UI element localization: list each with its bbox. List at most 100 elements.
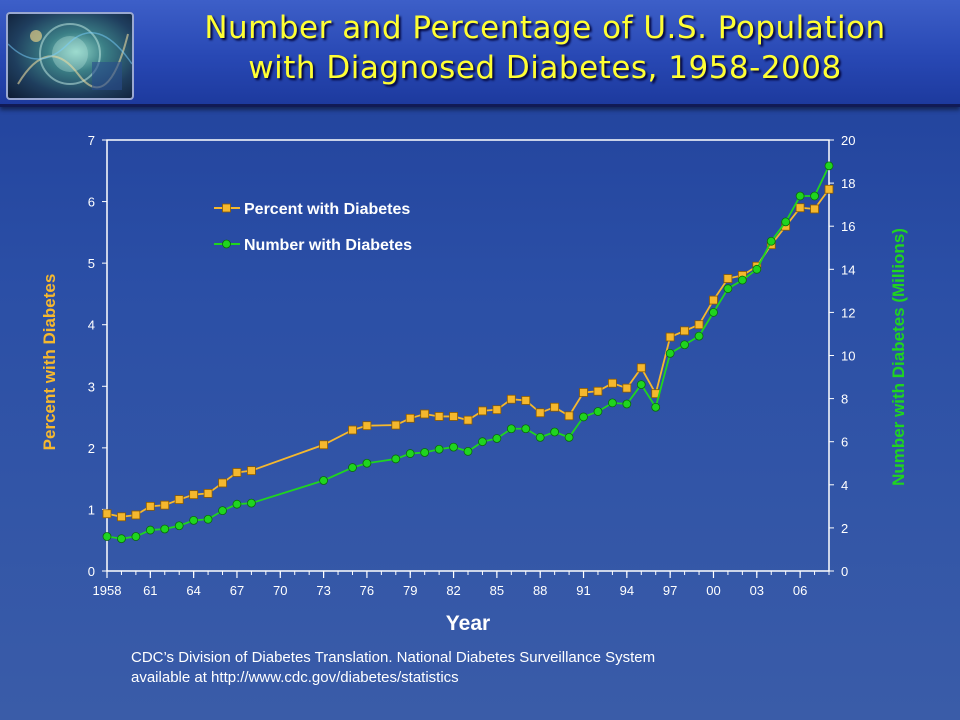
percent-data-point — [174, 495, 184, 504]
x-tick-label: 06 — [793, 583, 807, 598]
right-y-tick-label: 0 — [841, 564, 848, 579]
percent-data-point — [535, 408, 545, 418]
source-line-1: CDC’s Division of Diabetes Translation. … — [131, 649, 656, 666]
number-data-point — [535, 432, 545, 442]
x-tick-label: 79 — [403, 583, 417, 598]
percent-data-point — [709, 295, 718, 305]
percent-data-point — [203, 489, 213, 498]
number-data-point — [362, 458, 372, 468]
number-data-point — [709, 307, 718, 317]
number-data-point — [434, 444, 444, 454]
number-series — [102, 161, 834, 544]
number-data-point — [752, 264, 762, 274]
number-data-point — [463, 446, 473, 456]
x-tick-label: 64 — [186, 583, 200, 598]
right-y-tick-label: 14 — [841, 262, 855, 277]
title-line-2: with Diagnosed Diabetes, 1958-2008 — [248, 50, 842, 86]
percent-data-point — [810, 204, 819, 214]
percent-data-point — [131, 510, 141, 520]
percent-data-point — [145, 501, 155, 511]
number-data-point — [781, 217, 791, 227]
number-data-point — [810, 191, 819, 201]
legend-percent-label: Percent with Diabetes — [244, 201, 410, 218]
percent-data-point — [348, 425, 357, 435]
right-y-tick-label: 2 — [841, 521, 848, 536]
header-logo-image — [6, 12, 134, 100]
percent-data-point — [680, 326, 689, 336]
percent-data-point — [160, 500, 170, 510]
number-series-line — [106, 165, 830, 540]
percent-data-point — [506, 394, 516, 404]
legend-number-swatch-marker — [222, 239, 231, 249]
number-data-point — [348, 463, 357, 472]
number-data-point — [420, 448, 430, 457]
left-y-tick-label: 0 — [88, 564, 95, 579]
x-tick-label: 73 — [316, 583, 330, 598]
number-data-point — [319, 476, 329, 485]
percent-data-point — [795, 203, 805, 213]
percent-data-point — [694, 320, 704, 330]
right-y-tick-label: 6 — [841, 435, 848, 450]
number-data-point — [550, 427, 560, 437]
number-data-point — [723, 284, 733, 294]
number-data-point — [160, 524, 170, 534]
left-y-tick-label: 6 — [88, 195, 95, 210]
title-banner: Number and Percentage of U.S. Population… — [0, 0, 960, 107]
percent-data-point — [232, 468, 242, 477]
right-y-tick-label: 8 — [841, 392, 848, 407]
percent-data-point — [636, 363, 646, 373]
page-title: Number and Percentage of U.S. Population… — [140, 8, 950, 88]
right-y-tick-label: 10 — [841, 349, 855, 364]
x-tick-label: 88 — [533, 583, 547, 598]
percent-data-point — [824, 184, 834, 194]
number-data-point — [680, 340, 689, 350]
number-data-point — [405, 449, 415, 458]
number-data-point — [391, 454, 401, 464]
x-tick-label: 67 — [230, 583, 244, 598]
percent-data-point — [117, 512, 126, 522]
number-data-point — [766, 236, 776, 246]
right-y-tick-label: 20 — [841, 133, 855, 148]
number-data-point — [506, 424, 516, 434]
left-y-tick-label: 5 — [88, 256, 95, 271]
left-y-tick-label: 3 — [88, 379, 95, 394]
percent-data-point — [246, 466, 256, 476]
left-y-tick-label: 2 — [88, 441, 95, 456]
number-data-point — [593, 407, 603, 416]
plot-frame — [106, 139, 830, 572]
number-data-point — [795, 191, 805, 201]
title-line-1: Number and Percentage of U.S. Population — [204, 10, 886, 46]
percent-data-point — [319, 440, 329, 450]
percent-data-point — [391, 420, 401, 430]
legend: Percent with Diabetes Number with Diabet… — [214, 201, 412, 254]
number-data-point — [117, 534, 126, 544]
percent-data-point — [665, 332, 675, 342]
number-data-point — [232, 499, 242, 509]
number-data-point — [651, 402, 661, 412]
percent-data-point — [420, 409, 430, 419]
percent-data-point — [622, 383, 632, 393]
percent-data-point — [564, 411, 574, 421]
percent-data-point — [492, 405, 502, 415]
percent-data-point — [218, 478, 227, 488]
number-data-point — [189, 515, 199, 525]
percent-data-point — [189, 490, 199, 500]
number-data-point — [824, 161, 834, 171]
x-tick-label: 03 — [750, 583, 764, 598]
number-data-point — [636, 380, 646, 389]
number-data-point — [478, 437, 487, 447]
percent-data-point — [593, 386, 603, 396]
x-tick-label: 85 — [490, 583, 504, 598]
percent-data-point — [434, 412, 444, 421]
percent-data-point — [463, 415, 473, 425]
number-data-point — [579, 412, 588, 422]
percent-data-point — [102, 509, 112, 519]
number-data-point — [449, 442, 458, 452]
percent-data-point — [405, 413, 415, 423]
number-data-point — [694, 331, 704, 341]
number-data-point — [521, 424, 531, 434]
x-tick-label: 1958 — [93, 583, 122, 598]
percent-data-point — [362, 421, 372, 431]
